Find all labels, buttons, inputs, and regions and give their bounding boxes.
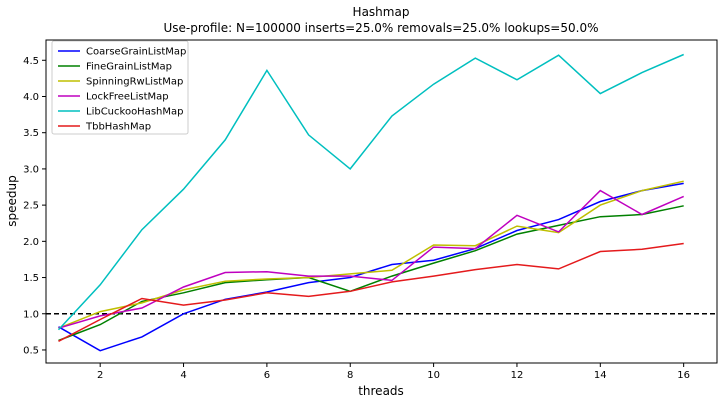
x-tick-label: 8 [347, 370, 353, 381]
y-tick-label: 1.5 [23, 273, 39, 284]
y-tick-label: 3.0 [23, 164, 39, 175]
y-tick-label: 0.5 [23, 345, 39, 356]
y-tick-label: 4.5 [23, 56, 39, 67]
plot-area-frame [45, 39, 718, 364]
y-tick-label: 2.5 [23, 201, 39, 212]
x-tick-label: 14 [594, 370, 607, 381]
y-tick-label: 3.5 [23, 128, 39, 139]
legend-label-5: TbbHashMap [85, 122, 151, 133]
x-tick-label: 2 [97, 370, 103, 381]
x-tick-label: 4 [180, 370, 186, 381]
legend-label-2: SpinningRwListMap [86, 77, 183, 88]
x-tick-label: 12 [511, 370, 524, 381]
legend-label-3: LockFreeListMap [86, 92, 169, 103]
legend: CoarseGrainListMap FineGrainListMap Spinni… [51, 40, 189, 135]
x-axis-label: threads [358, 384, 404, 398]
series-line-4 [57, 53, 684, 331]
x-tick-label: 6 [264, 370, 270, 381]
x-axis-ticks: 2 4 6 8 10 12 14 16 [97, 363, 690, 381]
y-tick-label: 2.0 [23, 237, 39, 248]
series-line-5 [58, 242, 684, 342]
legend-box [51, 40, 189, 135]
chart-title: Hashmap [353, 5, 410, 19]
y-axis-ticks: 0.5 1.0 1.5 2.0 2.5 3.0 3.5 4.0 4.5 [23, 56, 46, 356]
x-tick-label: 16 [677, 370, 690, 381]
series-line-1 [58, 205, 684, 342]
series-layer [57, 53, 684, 352]
legend-label-0: CoarseGrainListMap [86, 47, 186, 58]
chart-subtitle: Use-profile: N=100000 inserts=25.0% remo… [164, 21, 599, 35]
y-tick-label: 4.0 [23, 92, 39, 103]
y-tick-label: 1.0 [23, 309, 39, 320]
series-line-3 [58, 189, 684, 329]
x-tick-label: 10 [427, 370, 440, 381]
legend-label-1: FineGrainListMap [86, 62, 172, 73]
series-line-2 [58, 180, 684, 329]
series-line-0 [58, 182, 684, 352]
legend-label-4: LibCuckooHashMap [86, 107, 184, 118]
y-axis-label: speedup [5, 175, 19, 226]
